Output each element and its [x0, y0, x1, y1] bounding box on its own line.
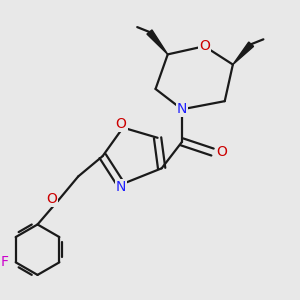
- Polygon shape: [233, 42, 254, 64]
- Text: N: N: [177, 102, 187, 116]
- Text: O: O: [116, 117, 126, 130]
- Text: O: O: [199, 39, 210, 53]
- Text: O: O: [46, 192, 57, 206]
- Polygon shape: [147, 30, 168, 54]
- Text: O: O: [216, 145, 227, 159]
- Text: F: F: [0, 255, 8, 269]
- Text: N: N: [116, 180, 126, 194]
